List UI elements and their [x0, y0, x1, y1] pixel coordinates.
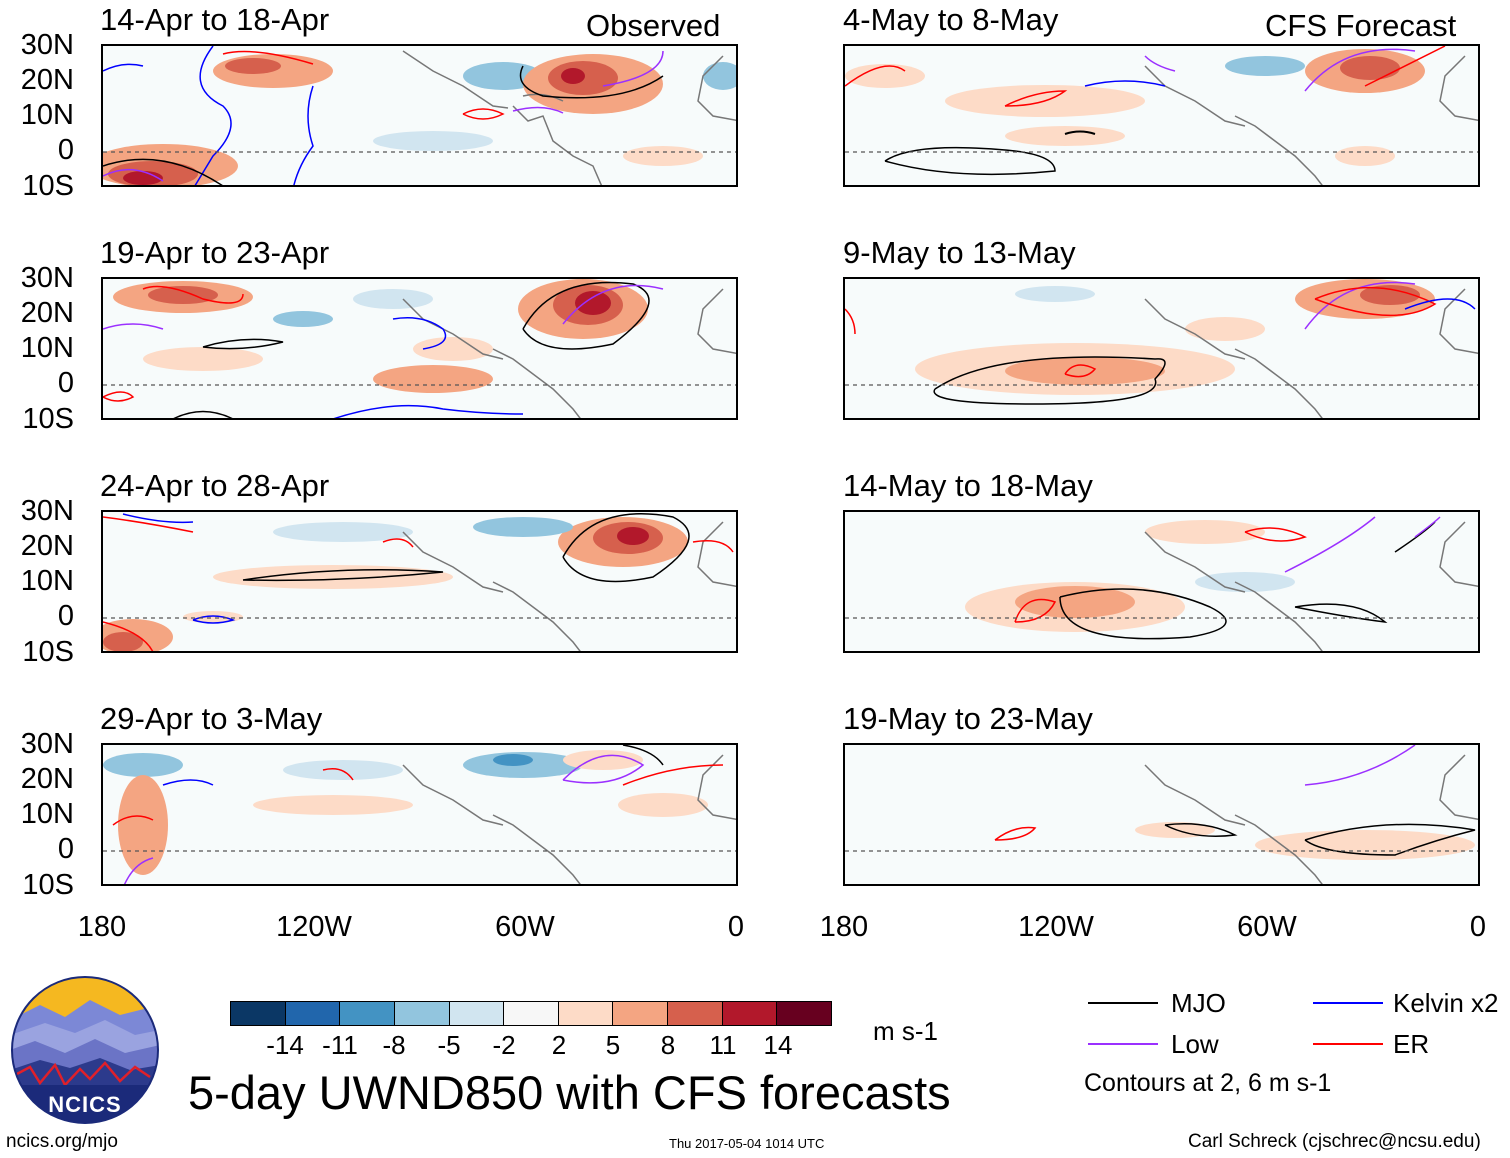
panel-title-obs-1: 14-Apr to 18-Apr — [100, 2, 330, 37]
colorbar-tick: 5 — [605, 1030, 621, 1060]
colorbar-swatch — [393, 1002, 449, 1025]
lon-label: 120W — [276, 911, 352, 943]
legend-label-low: Low — [1171, 1029, 1219, 1059]
legend-line-low — [1088, 1043, 1158, 1045]
colorbar-units: m s-1 — [873, 1016, 938, 1046]
map-panel-forecast-4 — [843, 743, 1480, 886]
lat-label: 30N — [20, 495, 74, 527]
map-panel-observed-4 — [101, 743, 738, 886]
contour-note: Contours at 2, 6 m s-1 — [1084, 1069, 1332, 1097]
colorbar-tick: -2 — [492, 1030, 516, 1060]
colorbar-swatch — [776, 1002, 832, 1025]
map-panel-observed-3 — [101, 510, 738, 653]
contour-legend: MJO Kelvin x2 Low ER — [1088, 988, 1499, 1090]
lon-label: 60W — [495, 911, 555, 943]
lat-label: 10N — [20, 565, 74, 597]
lat-label: 0 — [57, 134, 74, 166]
legend-line-kelvin — [1313, 1002, 1383, 1004]
lon-label: 60W — [1237, 911, 1297, 943]
lat-label: 10N — [20, 798, 74, 830]
footer-url[interactable]: ncics.org/mjo — [6, 1131, 118, 1152]
lon-label: 0 — [727, 911, 745, 943]
lat-label: 20N — [20, 763, 74, 795]
lon-label: 180 — [77, 911, 127, 943]
map-panel-forecast-3 — [843, 510, 1480, 653]
colorbar-swatch — [503, 1002, 558, 1025]
colorbar-tick: -5 — [437, 1030, 461, 1060]
panel-title-fcst-2: 9-May to 13-May — [843, 235, 1076, 270]
legend-label-kelvin: Kelvin x2 — [1393, 988, 1499, 1018]
lat-label: 10S — [22, 170, 74, 202]
lat-label: 10N — [20, 99, 74, 131]
colorbar-swatch — [557, 1002, 613, 1025]
lat-label: 30N — [20, 728, 74, 760]
colorbar-swatch — [612, 1002, 668, 1025]
colorbar-tick: 11 — [709, 1030, 737, 1060]
lat-label: 20N — [20, 64, 74, 96]
lat-label: 0 — [57, 367, 74, 399]
colorbar-swatch — [339, 1002, 394, 1025]
colorbar-tick: -14 — [266, 1030, 304, 1060]
colorbar-swatch — [284, 1002, 340, 1025]
panel-title-obs-2: 19-Apr to 23-Apr — [100, 235, 330, 270]
colorbar-swatch — [448, 1002, 504, 1025]
lat-label: 10S — [22, 869, 74, 901]
colorbar-swatch — [667, 1002, 722, 1025]
panel-title-fcst-1: 4-May to 8-May — [843, 2, 1059, 37]
lon-label: 120W — [1018, 911, 1094, 943]
logo-text: NCICS — [48, 1092, 121, 1117]
colorbar-tick: 14 — [763, 1030, 793, 1060]
map-panel-observed-2 — [101, 277, 738, 420]
map-panel-forecast-2 — [843, 277, 1480, 420]
legend-label-mjo: MJO — [1171, 988, 1226, 1018]
lon-label: 180 — [819, 911, 869, 943]
colorbar-tick: -8 — [382, 1030, 406, 1060]
legend-label-er: ER — [1393, 1029, 1430, 1059]
map-panel-observed-1 — [101, 44, 738, 187]
legend-line-er — [1313, 1043, 1383, 1045]
colorbar-tick: 2 — [551, 1030, 567, 1060]
lat-label: 10N — [20, 332, 74, 364]
figure-title: 5-day UWND850 with CFS forecasts — [188, 1066, 951, 1119]
lon-label: 0 — [1469, 911, 1487, 943]
colorbar — [230, 1001, 832, 1026]
colorbar-swatch — [231, 1002, 285, 1025]
lat-label: 10S — [22, 403, 74, 435]
lat-label: 20N — [20, 530, 74, 562]
cfs-forecast-tag: CFS Forecast — [1265, 8, 1457, 43]
colorbar-swatch — [721, 1002, 777, 1025]
colorbar-tick: 8 — [660, 1030, 676, 1060]
panel-title-fcst-3: 14-May to 18-May — [843, 468, 1093, 503]
footer-timestamp: Thu 2017-05-04 1014 UTC — [669, 1136, 825, 1151]
lat-label: 0 — [57, 833, 74, 865]
observed-tag: Observed — [586, 8, 721, 43]
colorbar-tick: -11 — [322, 1030, 358, 1060]
panel-title-obs-4: 29-Apr to 3-May — [100, 701, 323, 736]
footer-credit: Carl Schreck (cjschrec@ncsu.edu) — [1188, 1131, 1481, 1152]
lat-label: 0 — [57, 600, 74, 632]
panel-title-fcst-4: 19-May to 23-May — [843, 701, 1093, 736]
lat-label: 20N — [20, 297, 74, 329]
legend-line-mjo — [1088, 1002, 1158, 1004]
panel-title-obs-3: 24-Apr to 28-Apr — [100, 468, 330, 503]
map-panel-forecast-1 — [843, 44, 1480, 187]
lat-label: 30N — [20, 262, 74, 294]
ncics-logo: NCICS — [10, 975, 160, 1125]
lat-label: 10S — [22, 636, 74, 668]
lat-label: 30N — [20, 29, 74, 61]
